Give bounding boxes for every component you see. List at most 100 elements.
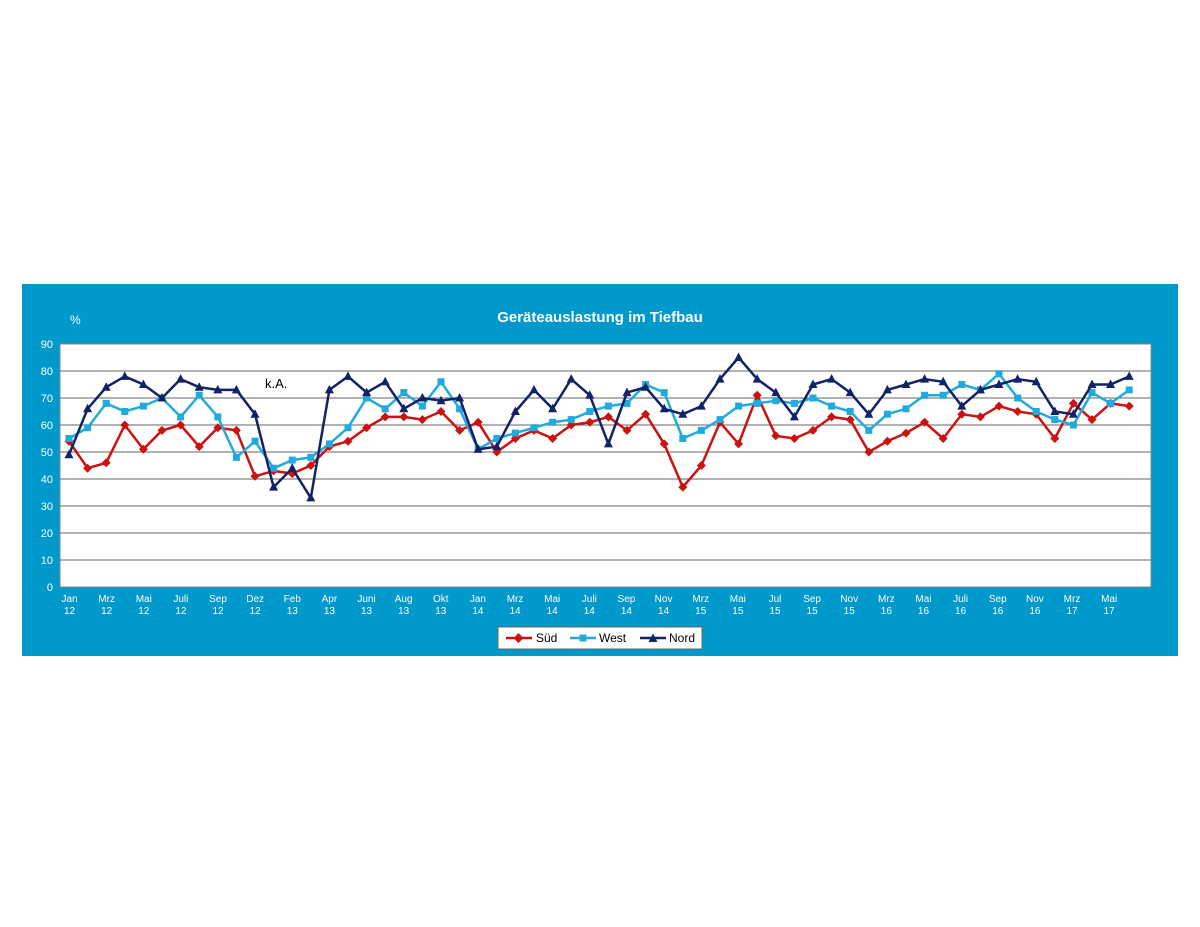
x-tick-year: 15 — [807, 606, 819, 617]
data-point — [530, 424, 538, 432]
data-point — [417, 393, 427, 402]
x-tick-year: 15 — [732, 606, 744, 617]
x-tick-year: 16 — [1029, 606, 1041, 617]
data-point — [399, 412, 409, 422]
x-tick-month: Mrz — [878, 594, 895, 605]
x-tick-month: Mai — [730, 594, 746, 605]
plot-area — [59, 343, 1152, 588]
x-tick-year: 14 — [472, 606, 484, 617]
data-point — [604, 402, 612, 410]
data-point — [938, 376, 948, 386]
data-point — [678, 482, 688, 492]
data-point — [287, 463, 297, 472]
x-tick-year: 16 — [918, 606, 930, 617]
x-tick-month: Nov — [1026, 594, 1044, 605]
data-point — [362, 423, 372, 433]
legend: Süd West Nord — [497, 626, 703, 650]
x-tick-year: 12 — [138, 606, 150, 617]
data-point — [362, 387, 372, 397]
data-point — [231, 425, 241, 435]
data-point — [231, 384, 241, 394]
data-point — [585, 417, 595, 427]
x-tick-month: Mai — [1101, 594, 1117, 605]
x-tick-month: Jan — [470, 594, 486, 605]
data-point — [920, 417, 930, 427]
data-point — [363, 394, 371, 402]
data-point — [585, 390, 595, 399]
data-point — [343, 371, 353, 380]
series-line — [67, 356, 1130, 500]
data-point — [177, 413, 185, 421]
data-point — [139, 402, 147, 410]
data-point — [790, 399, 798, 407]
legend-box — [497, 626, 703, 650]
data-point — [1087, 415, 1097, 425]
data-point — [659, 439, 669, 449]
y-axis-unit: % — [70, 313, 81, 327]
data-point — [864, 447, 874, 457]
data-point — [865, 426, 873, 434]
data-point — [417, 415, 427, 425]
data-point — [845, 387, 855, 397]
data-point — [381, 405, 389, 413]
x-tick-year: 13 — [435, 606, 447, 617]
data-point — [101, 382, 111, 391]
data-point — [567, 416, 575, 424]
data-point — [1013, 374, 1023, 383]
data-point — [1068, 409, 1078, 418]
legend-marker-nord — [648, 633, 658, 642]
data-point — [902, 405, 910, 413]
legend-item-west: West — [570, 631, 627, 645]
series-line — [68, 372, 1130, 470]
x-tick-month: Nov — [840, 594, 858, 605]
data-point — [1051, 416, 1059, 424]
data-point — [752, 374, 762, 383]
x-tick-month: Dez — [246, 594, 264, 605]
data-point — [176, 374, 186, 383]
data-point — [511, 429, 519, 437]
data-point — [436, 395, 446, 405]
data-point — [473, 444, 483, 453]
data-point — [325, 440, 333, 448]
data-point — [846, 408, 854, 415]
data-point — [64, 449, 74, 459]
chart-svg: Geräteauslastung im Tiefbau % 0 10 20 30 40 5… — [41, 309, 1152, 650]
data-point — [101, 458, 111, 468]
x-tick-month: Apr — [322, 594, 338, 605]
data-point — [809, 394, 817, 402]
data-point — [194, 442, 204, 452]
x-tick-month: Mai — [915, 594, 931, 605]
data-point — [121, 408, 129, 415]
data-point — [380, 376, 390, 386]
data-point — [138, 379, 148, 388]
y-tick-label: 10 — [41, 555, 53, 567]
data-point — [549, 418, 557, 426]
x-tick-year: 14 — [584, 606, 596, 617]
chart-title: Geräteauslastung im Tiefbau — [497, 309, 703, 326]
legend-item-sued: Süd — [506, 631, 557, 645]
x-tick-month: Sep — [618, 594, 636, 605]
data-point — [771, 431, 781, 441]
data-point — [864, 409, 874, 418]
data-point — [734, 439, 744, 449]
data-point — [994, 401, 1004, 411]
x-tick-month: Mrz — [98, 594, 115, 605]
data-point — [715, 374, 725, 383]
data-point — [306, 492, 316, 502]
data-point — [827, 374, 837, 383]
data-point — [920, 374, 930, 383]
data-point — [1013, 407, 1023, 416]
data-point — [789, 411, 799, 421]
data-point — [343, 436, 353, 446]
data-point — [958, 381, 966, 388]
